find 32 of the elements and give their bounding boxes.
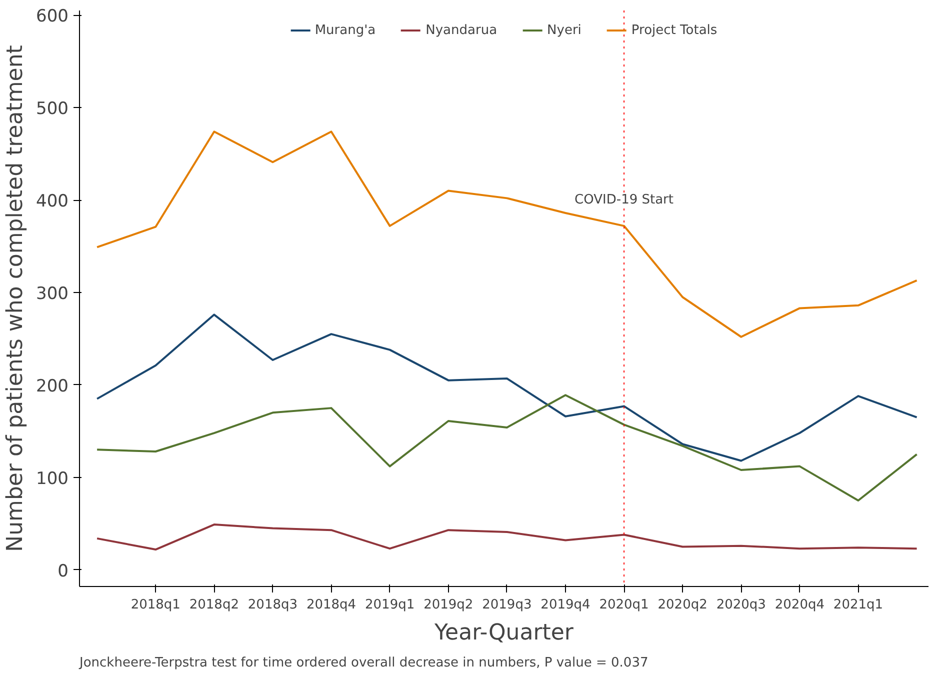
line-series [96, 130, 918, 338]
y-tick-label: 400 [36, 192, 69, 212]
line-series [96, 524, 918, 551]
y-tick-label: 500 [36, 99, 69, 120]
x-tick-label: 2018q4 [306, 598, 356, 612]
x-tick-label: 2019q4 [540, 598, 590, 612]
y-tick-label: 100 [36, 468, 69, 489]
line-series [96, 394, 918, 502]
x-tick-label: 2019q2 [424, 598, 474, 612]
legend-label: Project Totals [631, 22, 718, 38]
x-tick-label: 2020q2 [658, 598, 708, 612]
text: Jonckheere-Terpstra test for time ordered overall decrease in numbers, P value = 0.037 [78, 656, 648, 670]
x-tick-label: 2019q3 [482, 598, 532, 612]
x-tick-label: 2021q1 [833, 598, 884, 612]
legend-label: Murang'a [314, 22, 376, 38]
x-axis-title: Year-Quarter [434, 620, 574, 646]
line-series [96, 314, 918, 462]
x-tick-label: 2018q2 [189, 598, 239, 612]
ref-line-label: COVID-19 Start [574, 192, 674, 208]
legend-label: Nyeri [547, 22, 582, 38]
y-tick-label: 200 [36, 376, 69, 396]
y-axis-title: Number of patients who completed treatment [3, 44, 28, 552]
x-tick-label: 2020q4 [774, 598, 824, 612]
legend-label: Nyandarua [426, 22, 498, 38]
x-tick-label: 2020q3 [716, 598, 766, 612]
x-tick-label: 2018q1 [130, 598, 180, 612]
y-tick-label: 300 [36, 284, 69, 304]
x-tick-label: 2019q1 [365, 598, 415, 612]
y-tick-label: 0 [58, 561, 69, 582]
x-tick-label: 2018q3 [248, 598, 298, 612]
x-tick-label: 2020q1 [599, 598, 649, 612]
y-tick-label: 600 [36, 6, 69, 27]
